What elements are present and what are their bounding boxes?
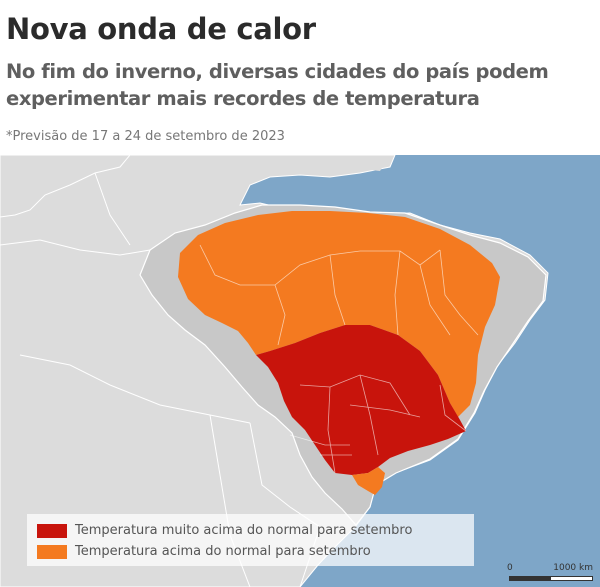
scale-zero-label: 0 (507, 563, 513, 573)
above-normal-south-strip (352, 467, 385, 495)
country-borders (0, 172, 321, 587)
legend-swatch-red (37, 523, 67, 538)
above-normal-region (178, 211, 500, 417)
far-above-normal-region (256, 325, 466, 475)
map-title: Nova onda de calor (6, 12, 316, 46)
map-subtitle: No fim do inverno, diversas cidades do p… (6, 60, 549, 110)
map-area (0, 155, 600, 587)
legend-label: Temperatura muito acima do normal para s… (75, 523, 413, 538)
scale-bar-graphic (509, 576, 593, 581)
island (362, 160, 385, 171)
caribbean-coast (0, 155, 131, 218)
legend-item-above-normal: Temperatura acima do normal para setembr… (37, 541, 474, 562)
scale-bar: 0 1000 km (505, 563, 595, 583)
legend: Temperatura muito acima do normal para s… (27, 514, 474, 566)
forecast-period-note: *Previsão de 17 a 24 de setembro de 2023 (6, 129, 285, 144)
legend-swatch-orange (37, 544, 67, 559)
state-borders (199, 244, 479, 474)
legend-label: Temperatura acima do normal para setembr… (75, 544, 371, 559)
scale-max-label: 1000 km (553, 563, 593, 573)
map-canvas (0, 155, 600, 587)
legend-item-far-above-normal: Temperatura muito acima do normal para s… (37, 520, 474, 541)
